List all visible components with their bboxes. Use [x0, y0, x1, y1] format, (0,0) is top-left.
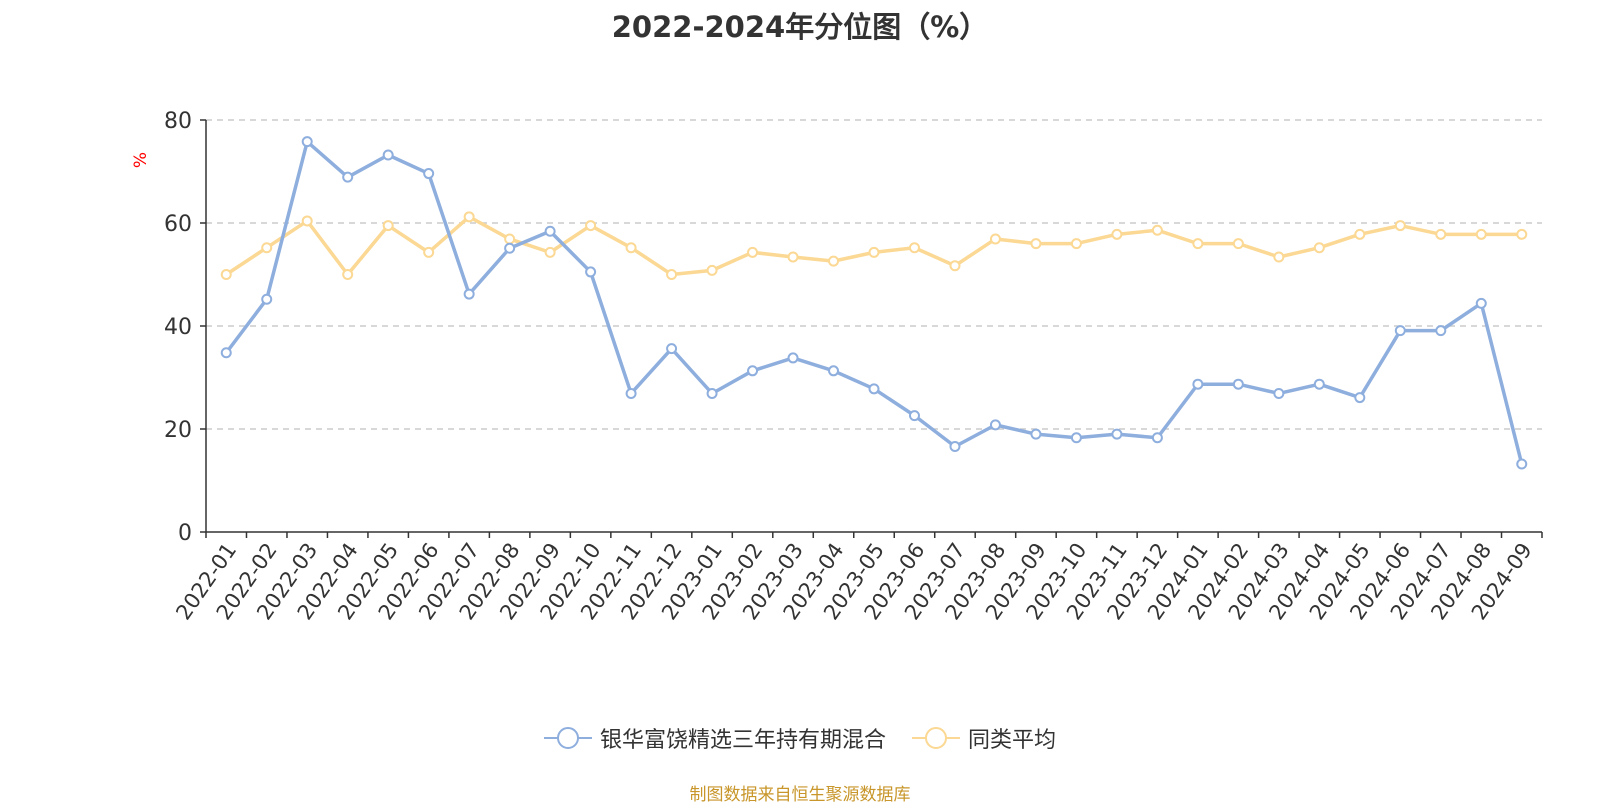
legend-swatch-fund [543, 727, 592, 749]
data-point[interactable] [868, 383, 880, 395]
data-point[interactable] [1192, 238, 1204, 250]
data-point[interactable] [220, 347, 232, 359]
series-line-0 [224, 139, 1524, 465]
data-point[interactable] [301, 215, 313, 227]
legend: 银华富饶精选三年持有期混合 同类平均 [0, 722, 1600, 754]
data-point[interactable] [1516, 458, 1528, 470]
data-point[interactable] [949, 260, 961, 272]
data-point[interactable] [1151, 432, 1163, 444]
data-point[interactable] [423, 168, 435, 180]
data-point[interactable] [747, 246, 759, 258]
data-point[interactable] [868, 246, 880, 258]
data-point[interactable] [1151, 224, 1163, 236]
data-point[interactable] [342, 171, 354, 183]
data-point[interactable] [382, 149, 394, 161]
data-point[interactable] [1070, 432, 1082, 444]
data-point[interactable] [1435, 325, 1447, 337]
data-point[interactable] [544, 225, 556, 237]
data-source-note: 制图数据来自恒生聚源数据库 [689, 785, 911, 805]
data-point[interactable] [504, 242, 516, 254]
y-tick-label: 40 [164, 315, 192, 340]
legend-label-average: 同类平均 [968, 728, 1057, 753]
data-point[interactable] [585, 220, 597, 232]
data-point[interactable] [787, 352, 799, 364]
legend-swatch-average [912, 727, 960, 749]
data-point[interactable] [1111, 228, 1123, 240]
data-point[interactable] [666, 343, 678, 355]
data-point[interactable] [949, 441, 961, 453]
legend-item-average[interactable]: 同类平均 [912, 722, 1056, 754]
data-point[interactable] [1030, 428, 1042, 440]
series-line-1 [225, 215, 1522, 277]
data-point[interactable] [544, 246, 556, 258]
y-tick-label: 80 [164, 109, 192, 134]
data-point[interactable] [747, 365, 759, 377]
data-point[interactable] [666, 269, 678, 280]
data-point[interactable] [625, 387, 637, 399]
series-0 [220, 136, 1528, 470]
data-point[interactable] [1192, 378, 1204, 390]
series [220, 136, 1528, 470]
data-point[interactable] [1070, 238, 1082, 250]
data-point[interactable] [301, 136, 313, 148]
data-point[interactable] [1394, 220, 1406, 232]
y-tick-label: 0 [178, 521, 192, 546]
data-point[interactable] [423, 246, 435, 258]
data-point[interactable] [706, 387, 718, 399]
legend-label-fund: 银华富饶精选三年持有期混合 [599, 728, 886, 753]
data-point[interactable] [1313, 242, 1325, 254]
data-point[interactable] [1030, 238, 1042, 250]
data-point[interactable] [625, 242, 637, 254]
y-tick-label: 60 [164, 212, 192, 237]
data-point[interactable] [1394, 325, 1406, 337]
data-point[interactable] [1516, 228, 1528, 240]
legend-item-fund[interactable]: 银华富饶精选三年持有期混合 [543, 722, 886, 754]
data-point[interactable] [1273, 251, 1285, 263]
data-point[interactable] [908, 242, 920, 254]
data-point[interactable] [220, 269, 232, 280]
series-1 [220, 211, 1528, 280]
data-point[interactable] [463, 288, 475, 300]
axes: 0204060802022-012022-022022-032022-04202… [164, 109, 1543, 624]
data-point[interactable] [1354, 228, 1366, 240]
data-point[interactable] [1475, 228, 1487, 240]
data-point[interactable] [1273, 387, 1285, 399]
data-point[interactable] [1232, 238, 1244, 250]
data-point[interactable] [504, 233, 516, 245]
data-point[interactable] [261, 293, 273, 305]
chart-title: 2022-2024年分位图（%） [611, 10, 989, 44]
data-point[interactable] [1232, 378, 1244, 390]
data-point[interactable] [382, 220, 394, 232]
data-point[interactable] [989, 233, 1001, 245]
y-axis-label: % [131, 152, 151, 168]
data-point[interactable] [585, 266, 597, 278]
data-point[interactable] [706, 264, 718, 276]
data-point[interactable] [828, 365, 840, 377]
data-point[interactable] [1435, 228, 1447, 240]
data-point[interactable] [908, 410, 920, 422]
data-point[interactable] [1313, 378, 1325, 390]
data-point[interactable] [342, 269, 354, 280]
data-point[interactable] [1475, 297, 1487, 309]
data-point[interactable] [787, 251, 799, 263]
data-point[interactable] [1354, 392, 1366, 404]
grid-lines [206, 119, 1542, 430]
data-point[interactable] [828, 255, 840, 267]
y-tick-label: 20 [164, 418, 192, 443]
data-point[interactable] [463, 211, 475, 223]
data-point[interactable] [989, 419, 1001, 431]
data-point[interactable] [1111, 428, 1123, 440]
data-point[interactable] [261, 242, 273, 254]
